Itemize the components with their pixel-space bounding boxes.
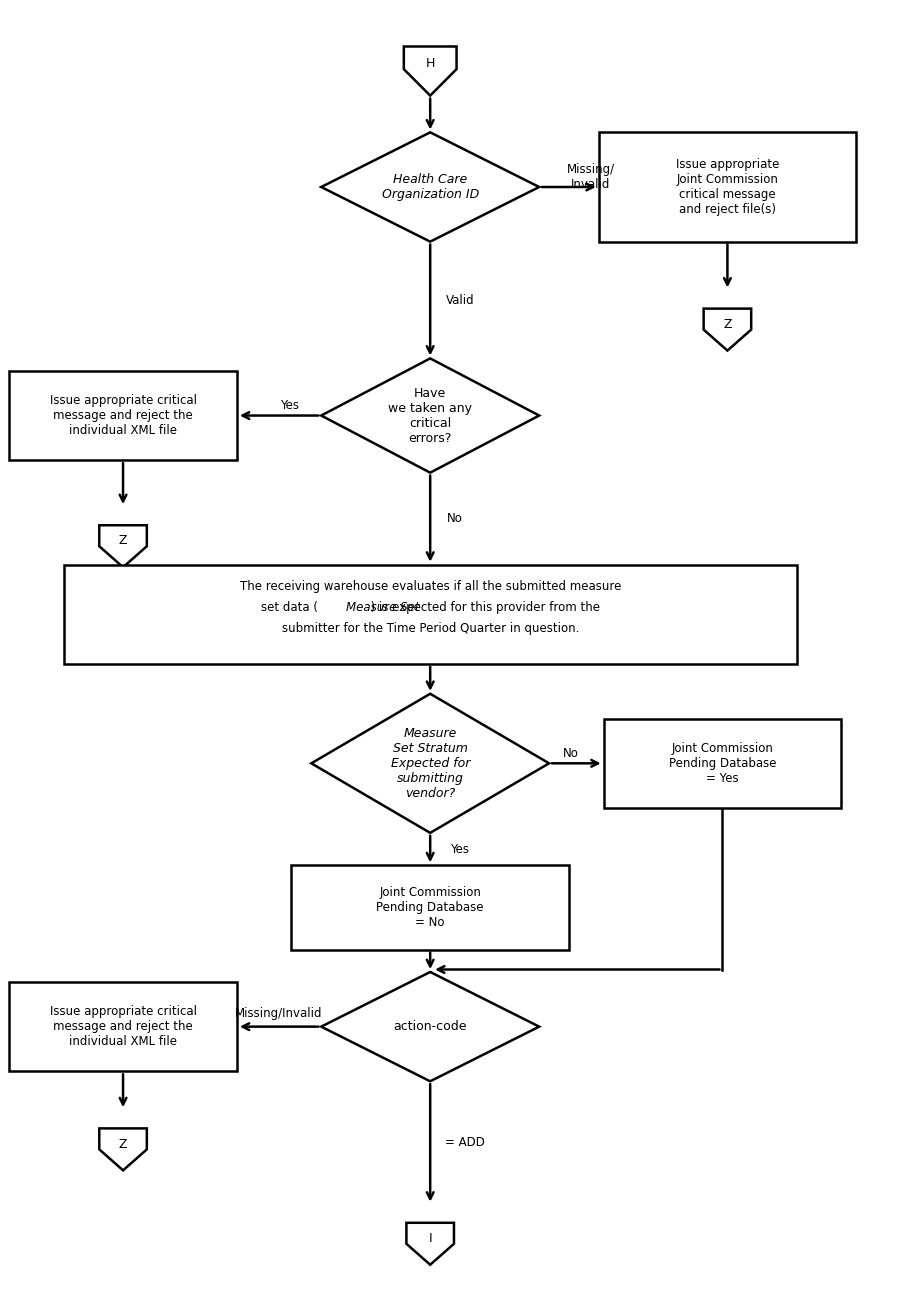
FancyBboxPatch shape xyxy=(292,865,569,950)
Polygon shape xyxy=(322,972,539,1081)
Polygon shape xyxy=(312,694,549,833)
Text: The receiving warehouse evaluates if all the submitted measure: The receiving warehouse evaluates if all… xyxy=(240,579,621,593)
Text: submitter for the Time Period Quarter in question.: submitter for the Time Period Quarter in… xyxy=(281,622,578,635)
Text: Issue appropriate critical
message and reject the
individual XML file: Issue appropriate critical message and r… xyxy=(50,394,196,438)
Polygon shape xyxy=(406,1223,454,1265)
Text: action-code: action-code xyxy=(394,1020,467,1033)
Text: set data (              ) is expected for this provider from the: set data ( ) is expected for this provid… xyxy=(260,600,600,614)
Polygon shape xyxy=(99,526,147,568)
Text: Missing/Invalid: Missing/Invalid xyxy=(235,1008,323,1020)
Text: Valid: Valid xyxy=(446,293,474,306)
Text: Measure
Set Stratum
Expected for
submitting
vendor?: Measure Set Stratum Expected for submitt… xyxy=(390,727,470,800)
Text: Health Care
Organization ID: Health Care Organization ID xyxy=(381,173,478,201)
FancyBboxPatch shape xyxy=(604,719,842,808)
Text: No: No xyxy=(447,512,463,526)
Text: Joint Commission
Pending Database
= No: Joint Commission Pending Database = No xyxy=(377,886,484,929)
Polygon shape xyxy=(704,309,751,351)
Text: Z: Z xyxy=(119,1138,127,1151)
Text: Joint Commission
Pending Database
= Yes: Joint Commission Pending Database = Yes xyxy=(669,742,776,784)
FancyBboxPatch shape xyxy=(9,371,237,460)
FancyBboxPatch shape xyxy=(64,565,796,664)
Polygon shape xyxy=(99,1129,147,1171)
FancyBboxPatch shape xyxy=(9,982,237,1071)
Text: = ADD: = ADD xyxy=(445,1137,485,1150)
Text: Issue appropriate
Joint Commission
critical message
and reject file(s): Issue appropriate Joint Commission criti… xyxy=(676,158,779,215)
Text: Z: Z xyxy=(724,318,732,331)
Polygon shape xyxy=(404,46,457,96)
Text: Have
we taken any
critical
errors?: Have we taken any critical errors? xyxy=(388,386,472,444)
Text: Measure Set: Measure Set xyxy=(346,600,419,614)
Text: No: No xyxy=(563,746,578,759)
Text: H: H xyxy=(425,57,435,70)
Text: Issue appropriate critical
message and reject the
individual XML file: Issue appropriate critical message and r… xyxy=(50,1005,196,1049)
Text: Missing/
Invalid: Missing/ Invalid xyxy=(567,163,614,191)
Text: Yes: Yes xyxy=(450,842,469,855)
Polygon shape xyxy=(322,133,539,242)
FancyBboxPatch shape xyxy=(598,133,856,242)
Polygon shape xyxy=(322,359,539,473)
Text: Yes: Yes xyxy=(280,399,299,413)
Text: I: I xyxy=(428,1233,432,1246)
Text: Z: Z xyxy=(119,535,127,548)
